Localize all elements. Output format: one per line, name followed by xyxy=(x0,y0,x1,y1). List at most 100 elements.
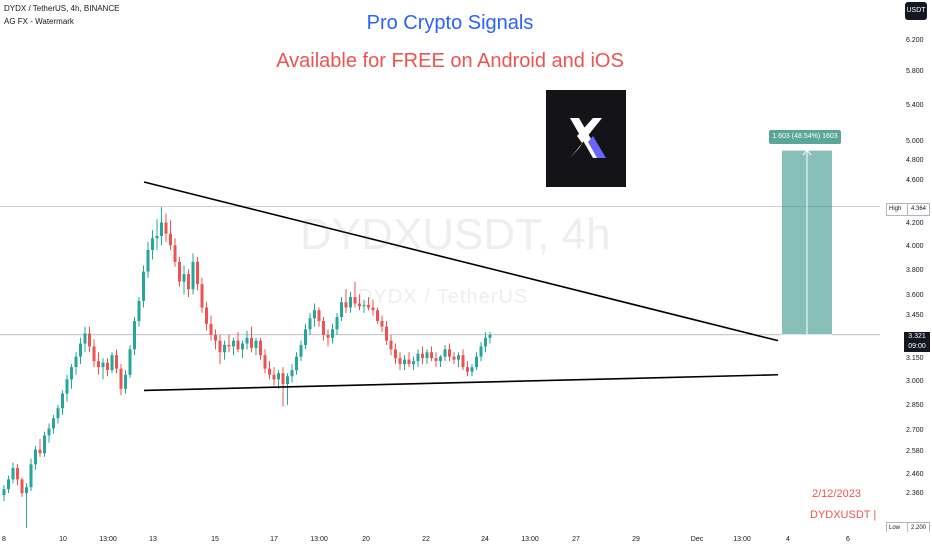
candle-body xyxy=(398,358,402,365)
candle-body xyxy=(182,274,186,282)
price-tick-label: 3.150 xyxy=(906,354,924,362)
candle-body xyxy=(308,318,312,330)
candle-body xyxy=(169,233,172,246)
candle-body xyxy=(376,310,379,322)
price-chart[interactable] xyxy=(0,0,880,532)
candle-body xyxy=(11,468,15,480)
watermark-indicator-label[interactable]: AG FX - Watermark xyxy=(4,17,74,26)
candle-body xyxy=(254,340,258,348)
candle-body xyxy=(430,352,433,359)
candle-body xyxy=(403,359,406,365)
candle-body xyxy=(88,333,91,347)
date-note: 2/12/2023 xyxy=(812,488,861,500)
candle-body xyxy=(326,334,330,338)
price-axis[interactable]: USDT 6.200 5.800 5.400 5.000 4.800 4.600 4.200… xyxy=(880,0,932,535)
candle-body xyxy=(43,435,46,454)
high-value: 4.364 xyxy=(911,206,927,212)
currency-badge[interactable]: USDT xyxy=(905,2,927,20)
high-price-tag: High 4.364 xyxy=(886,203,930,216)
candle-body xyxy=(205,307,208,324)
candle-body xyxy=(331,329,334,338)
price-tick-label: 4.200 xyxy=(906,219,924,227)
dydx-logo-icon xyxy=(546,90,626,187)
candle-body xyxy=(196,261,199,285)
candle-body xyxy=(65,379,69,394)
candle-body xyxy=(479,346,483,357)
candle-body xyxy=(268,368,271,375)
candle-body xyxy=(425,352,429,359)
candle-body xyxy=(70,367,73,380)
time-tick-label: 24 xyxy=(481,536,489,543)
low-word: Low xyxy=(887,523,908,534)
candle-body xyxy=(250,337,253,348)
candle-body xyxy=(83,333,87,344)
time-tick-label: 13 xyxy=(149,536,157,543)
last-price-tag: 3.321 09:00 xyxy=(904,332,930,352)
candle-body xyxy=(272,374,276,380)
candle-body xyxy=(295,356,298,371)
banner-title: Pro Crypto Signals xyxy=(366,12,534,34)
candle-body xyxy=(151,238,154,250)
candle-body xyxy=(484,337,487,347)
price-tick-label: 2.850 xyxy=(906,401,924,409)
price-tick-label: 5.400 xyxy=(906,101,924,109)
candle-body xyxy=(79,343,82,357)
candle-body xyxy=(421,353,424,359)
price-tick-label: 4.800 xyxy=(906,157,924,165)
time-tick-label: 15 xyxy=(211,536,219,543)
candle-body xyxy=(61,393,64,409)
candle-body xyxy=(353,296,357,304)
time-tick-label: 13:00 xyxy=(99,536,117,543)
candle-body xyxy=(110,355,114,371)
candle-body xyxy=(92,346,96,362)
candle-body xyxy=(97,361,100,368)
candle-body xyxy=(380,321,384,327)
time-tick-label: 13:00 xyxy=(310,536,328,543)
symbol-info[interactable]: DYDX / TetherUS, 4h, BINANCE xyxy=(4,4,120,13)
candle-body xyxy=(209,323,213,335)
candle-body xyxy=(412,361,415,365)
candle-body xyxy=(236,340,240,350)
axis-corner[interactable] xyxy=(880,532,932,550)
candle-body xyxy=(263,355,267,369)
candle-body xyxy=(389,340,393,350)
candle-body xyxy=(335,316,339,330)
price-tick-label: 3.600 xyxy=(906,291,924,299)
candle-body xyxy=(277,373,280,380)
candle-body xyxy=(367,304,370,308)
candle-body xyxy=(290,370,294,377)
candle-body xyxy=(218,340,222,353)
time-tick-label: 29 xyxy=(632,536,640,543)
candle-body xyxy=(299,344,303,357)
candle-body xyxy=(241,343,244,350)
chart-area[interactable]: DYDX / TetherUS, 4h, BINANCE AG FX - Wat… xyxy=(0,0,907,532)
time-axis[interactable]: 8 10 13:00 13 15 17 13:00 20 22 24 13:00 27 29 Dec 13:… xyxy=(0,532,880,550)
time-tick-label: 13:00 xyxy=(733,536,751,543)
candle-body xyxy=(214,334,217,341)
candle-body xyxy=(16,468,19,480)
trendline-lower xyxy=(143,373,779,392)
candle-body xyxy=(452,356,456,360)
low-value: 2.200 xyxy=(911,525,927,531)
candle-body xyxy=(74,356,78,368)
candle-body xyxy=(232,340,235,347)
price-tick-label: 5.800 xyxy=(906,68,924,76)
candle-body xyxy=(448,349,451,357)
candle-body xyxy=(137,300,141,322)
candle-body xyxy=(407,359,411,365)
time-tick-label: Dec xyxy=(690,536,704,543)
candle-body xyxy=(358,303,361,307)
price-tick-label: 2.360 xyxy=(906,490,924,498)
candle-body xyxy=(133,321,136,350)
projection-label[interactable]: 1.603 (48.54%) 1603 xyxy=(769,130,841,144)
price-tick-label: 3.800 xyxy=(906,266,924,274)
candle-body xyxy=(146,249,150,272)
candle-body xyxy=(317,310,321,322)
candle-body xyxy=(20,479,24,494)
candle-body xyxy=(155,235,159,239)
high-word: High xyxy=(887,204,908,215)
candle-body xyxy=(439,356,442,362)
candle-body xyxy=(223,344,226,353)
candle-body xyxy=(142,271,145,301)
background-symbol-watermark: DYDXUSDT, 4h xyxy=(300,210,611,259)
